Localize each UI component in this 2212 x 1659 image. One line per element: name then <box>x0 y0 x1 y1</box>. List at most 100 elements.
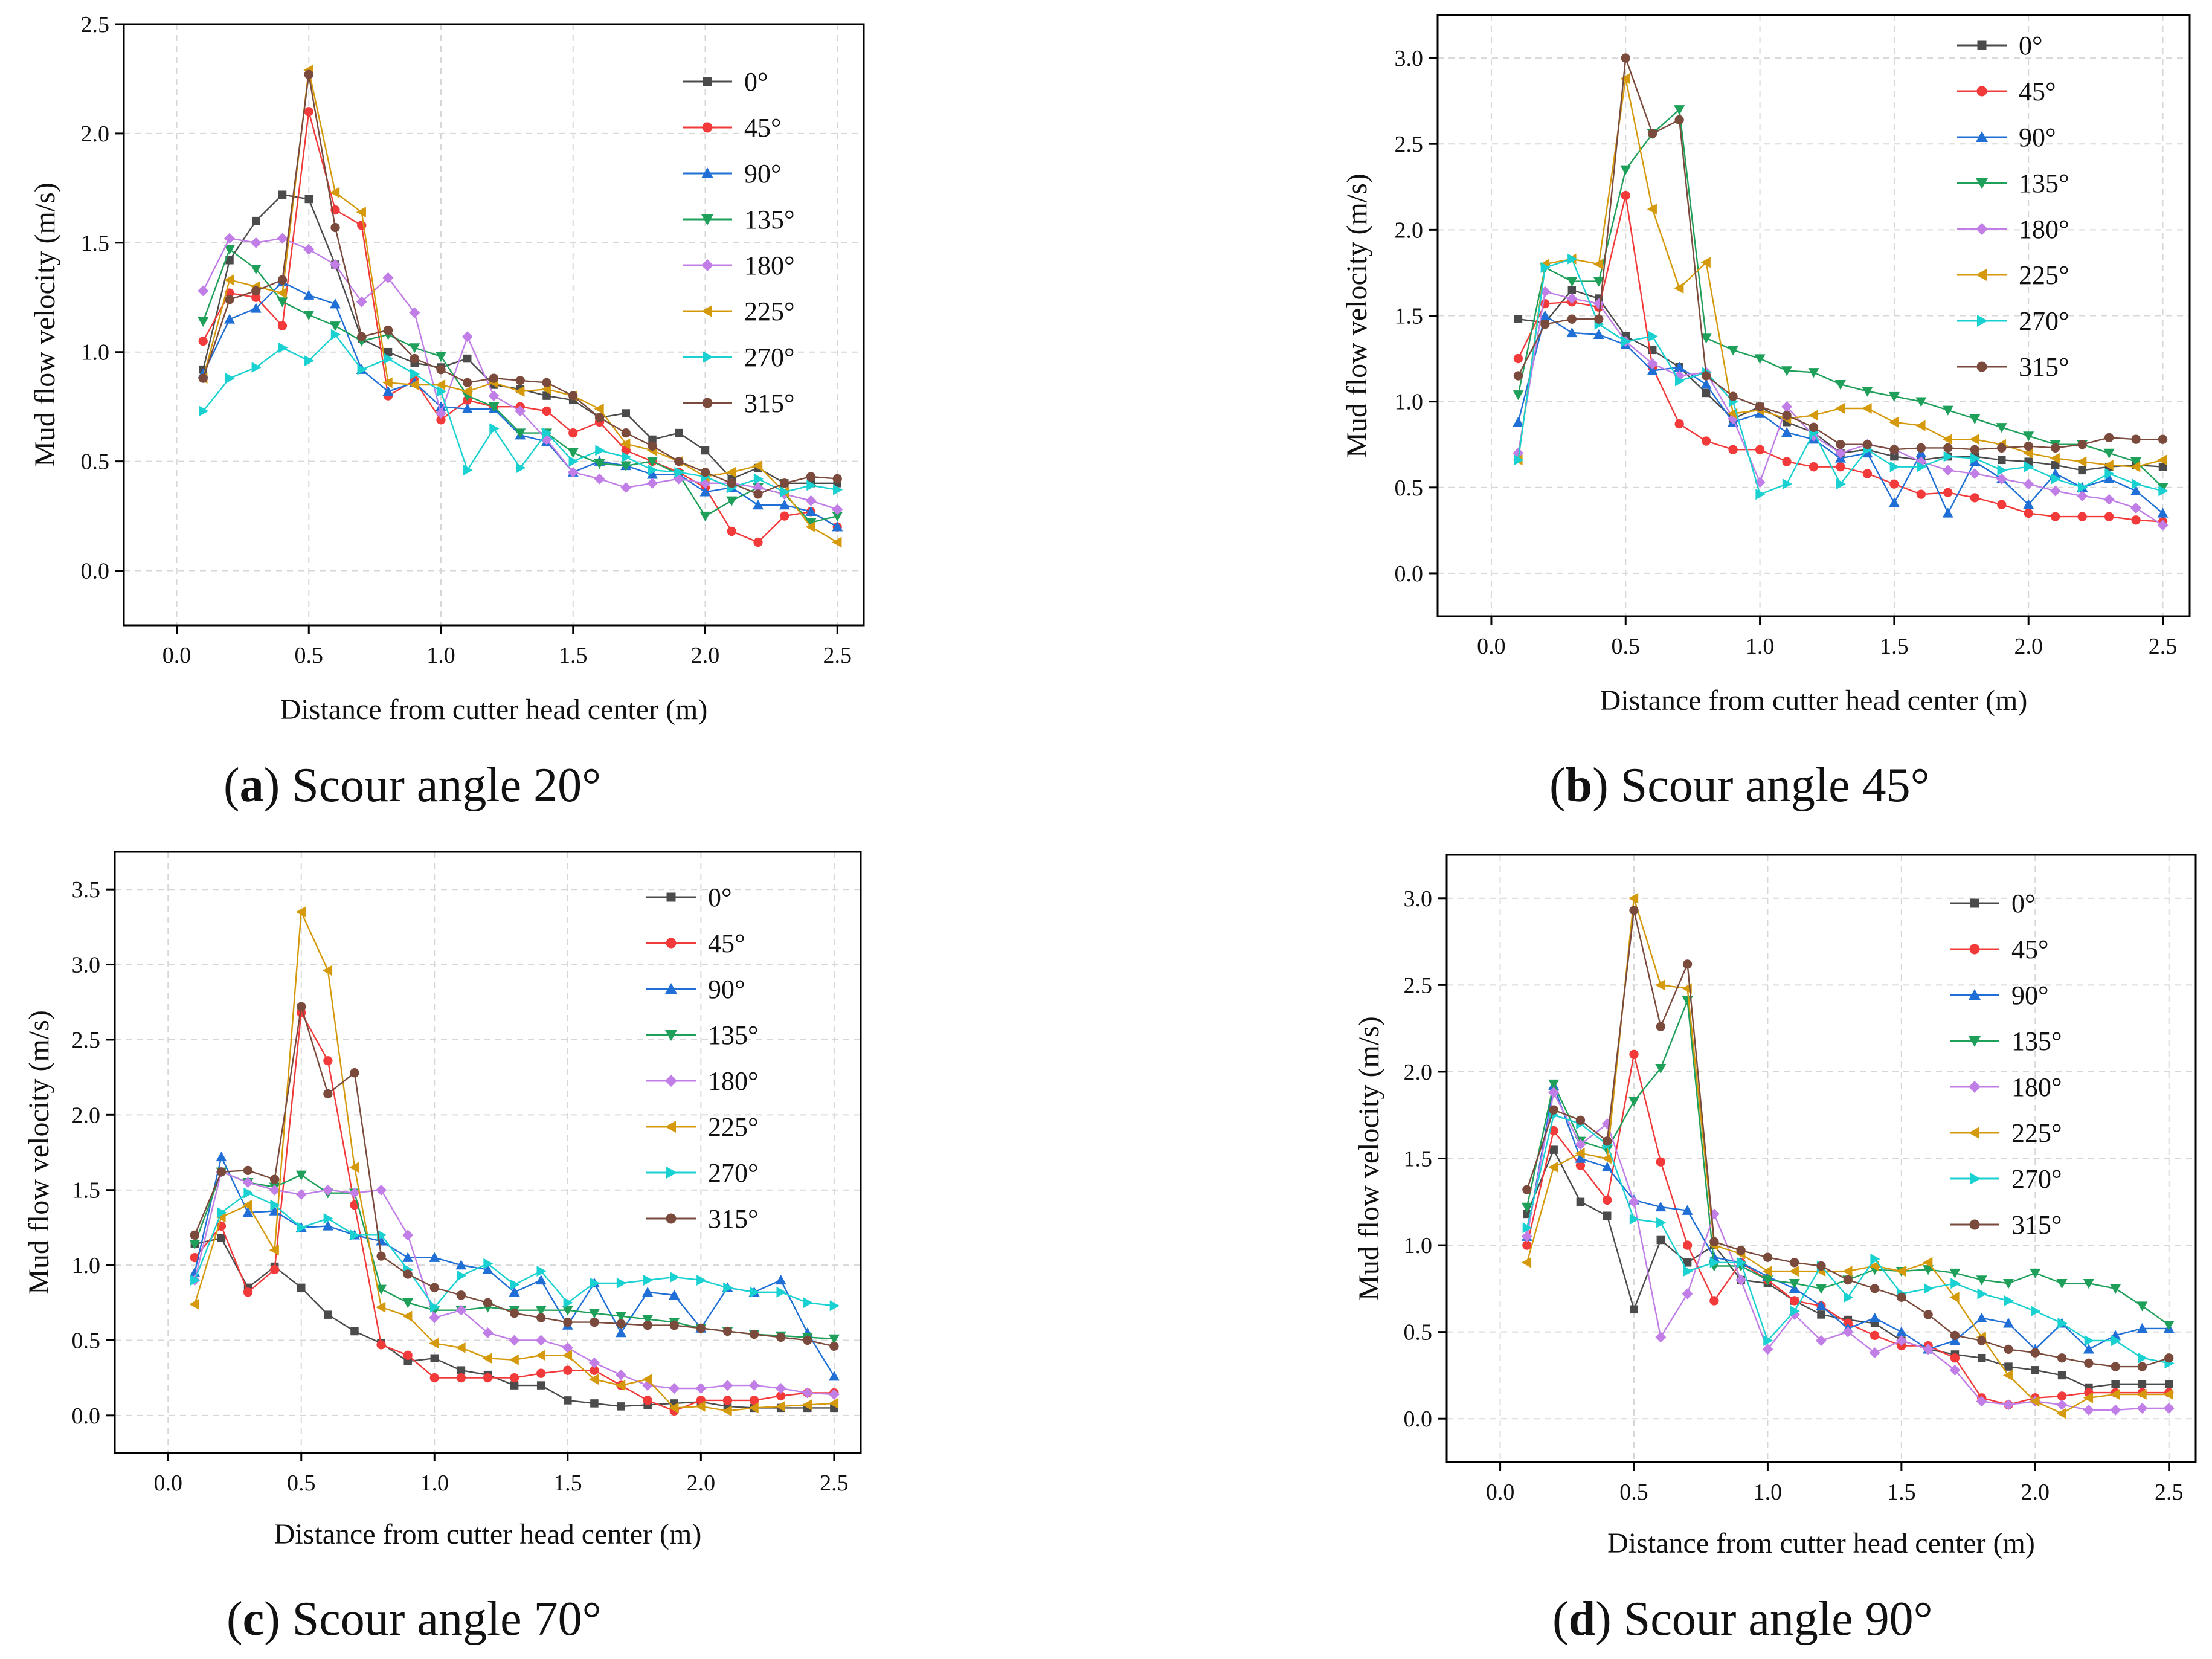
data-point <box>409 343 420 353</box>
data-point <box>483 1258 494 1269</box>
legend-label: 315° <box>708 1204 759 1234</box>
data-point <box>1540 320 1550 329</box>
data-point <box>1789 1279 1800 1289</box>
data-point <box>330 222 340 233</box>
data-point <box>1593 259 1603 270</box>
data-point <box>588 1309 600 1319</box>
data-point <box>1603 1211 1612 1220</box>
x-tick-label: 1.0 <box>1754 1480 1783 1505</box>
data-point <box>1656 1235 1665 1245</box>
legend-marker <box>1969 1036 1981 1047</box>
data-point <box>1655 1063 1667 1074</box>
data-point <box>1790 1258 1799 1268</box>
y-tick-label: 2.0 <box>1395 217 1424 243</box>
legend-label: 180° <box>708 1066 759 1096</box>
legend-marker <box>1969 944 1980 955</box>
data-point <box>1942 434 1953 445</box>
data-point <box>590 1317 599 1327</box>
data-point <box>594 413 605 422</box>
data-point <box>1566 277 1578 287</box>
data-point <box>1603 1195 1612 1205</box>
plot-frame-a <box>123 23 865 627</box>
y-tick-label: 3.0 <box>72 953 101 978</box>
legend-label: 90° <box>2011 981 2049 1010</box>
data-point <box>2111 1335 2121 1346</box>
data-point <box>1808 368 1819 378</box>
data-point <box>616 1380 626 1391</box>
data-point <box>322 965 333 976</box>
data-point <box>648 465 658 476</box>
data-point <box>509 1286 520 1297</box>
chart-panel-d: 0.0 0.5 1.0 1.5 2.0 2.5 0.0 0.5 1.0 1.5 2.0 2.5 3.0 D… <box>1353 854 2197 1559</box>
data-point <box>2056 1279 2068 1289</box>
data-point <box>1755 489 1766 500</box>
data-point <box>1754 354 1766 364</box>
data-point <box>828 1334 840 1344</box>
legend-label: 90° <box>2019 123 2056 152</box>
data-point <box>1889 479 1899 489</box>
data-point <box>780 511 789 521</box>
data-point <box>350 1068 359 1078</box>
data-point <box>463 354 472 363</box>
series-a-0 <box>199 190 841 488</box>
x-tick-label: 1.5 <box>1887 1480 1916 1505</box>
data-point <box>357 332 367 342</box>
data-point <box>753 473 764 485</box>
data-point <box>780 486 790 498</box>
data-point <box>642 1286 654 1297</box>
data-point <box>1656 1157 1665 1167</box>
legend-d: 0° 45° 90° 135° 180° 225° 270° 315° <box>1950 889 2062 1240</box>
data-point <box>1736 1246 1746 1255</box>
data-point <box>1620 73 1630 85</box>
data-point <box>1540 262 1551 273</box>
data-point <box>2103 459 2114 471</box>
data-point <box>330 298 341 309</box>
data-point <box>563 1317 573 1327</box>
legend-marker <box>665 1030 677 1041</box>
data-point <box>1682 959 1693 969</box>
data-point <box>1789 1266 1799 1277</box>
data-point <box>2024 441 2033 451</box>
data-point <box>1593 329 1604 339</box>
data-point <box>1514 454 1524 466</box>
series-b-7 <box>1513 53 2168 454</box>
data-point <box>1655 979 1665 991</box>
data-point <box>278 190 287 199</box>
data-point <box>436 352 446 362</box>
axes-d: 0.0 0.5 1.0 1.5 2.0 2.5 0.0 0.5 1.0 1.5 2.0 2.5 3.0 D… <box>1353 886 2183 1559</box>
data-point <box>242 1207 254 1217</box>
data-point <box>2136 1301 2148 1312</box>
data-point <box>749 1396 759 1405</box>
data-point <box>349 1187 360 1199</box>
data-point <box>1629 1214 1639 1225</box>
axes-a: 0.0 0.5 1.0 1.5 2.0 2.5 0.0 0.5 1.0 1.5 2.0 2.5 Dist… <box>29 12 852 726</box>
data-point <box>304 355 315 367</box>
data-point <box>1735 1274 1747 1286</box>
legend-marker <box>701 259 713 271</box>
data-point <box>776 1332 786 1342</box>
data-point <box>776 1391 786 1401</box>
data-point <box>1620 165 1632 175</box>
data-point <box>753 460 763 471</box>
y-tick-label: 1.0 <box>1395 390 1424 415</box>
data-point <box>1548 1161 1558 1173</box>
data-point <box>376 1229 387 1241</box>
data-point <box>1682 1205 1693 1215</box>
data-point <box>1816 1284 1827 1294</box>
data-point <box>198 285 209 297</box>
data-point <box>2023 499 2034 509</box>
data-point <box>648 441 657 451</box>
data-point <box>2030 1396 2040 1407</box>
data-point <box>1629 1049 1639 1059</box>
data-point <box>588 1374 599 1385</box>
data-point <box>2077 440 2087 449</box>
data-point <box>616 1369 627 1380</box>
legend-marker <box>702 398 713 408</box>
data-point <box>1890 452 1899 461</box>
data-point <box>590 1399 599 1408</box>
legend-label: 135° <box>744 205 795 234</box>
data-point <box>410 368 420 379</box>
data-point <box>696 1323 706 1333</box>
data-point <box>1566 293 1578 304</box>
data-point <box>1674 419 1684 429</box>
